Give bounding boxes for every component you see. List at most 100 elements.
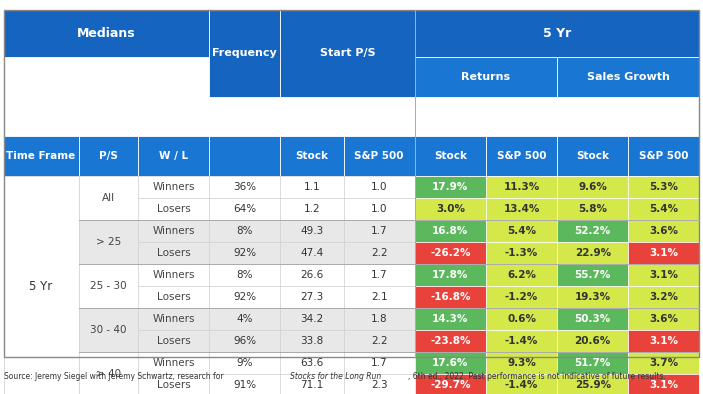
Text: Start P/S: Start P/S xyxy=(320,48,375,58)
Bar xyxy=(4,136,79,176)
Text: -1.3%: -1.3% xyxy=(505,248,538,258)
Bar xyxy=(280,374,344,394)
Text: 3.1%: 3.1% xyxy=(650,336,678,346)
Bar xyxy=(209,10,280,97)
Text: Losers: Losers xyxy=(157,292,191,302)
Bar xyxy=(280,352,344,374)
Bar xyxy=(344,286,415,309)
Bar xyxy=(344,176,415,198)
Bar xyxy=(138,352,209,374)
Bar xyxy=(486,352,557,374)
Bar xyxy=(4,10,209,57)
Bar xyxy=(344,352,415,374)
Text: 26.6: 26.6 xyxy=(300,270,323,281)
Bar xyxy=(344,198,415,220)
Text: Stocks for the Long Run: Stocks for the Long Run xyxy=(290,372,382,381)
Bar xyxy=(344,242,415,264)
Bar xyxy=(344,374,415,394)
Text: -1.2%: -1.2% xyxy=(505,292,538,302)
Text: 1.7: 1.7 xyxy=(371,359,387,368)
Bar xyxy=(344,136,415,176)
Bar xyxy=(138,286,209,309)
Bar xyxy=(209,176,280,198)
Bar xyxy=(415,331,486,352)
Bar xyxy=(557,331,628,352)
Bar xyxy=(280,220,344,242)
Text: 17.8%: 17.8% xyxy=(432,270,468,281)
Bar xyxy=(138,198,209,220)
Text: 64%: 64% xyxy=(233,204,257,214)
Bar xyxy=(4,176,79,394)
Bar xyxy=(209,352,280,374)
Bar xyxy=(138,264,209,286)
Bar xyxy=(4,10,699,357)
Text: 6.2%: 6.2% xyxy=(507,270,536,281)
Text: Source: Jeremy Siegel with Jeremy Schwartz, research for: Source: Jeremy Siegel with Jeremy Schwar… xyxy=(4,372,226,381)
Text: 71.1: 71.1 xyxy=(300,381,323,390)
Bar xyxy=(280,198,344,220)
Text: 3.6%: 3.6% xyxy=(650,314,678,324)
Text: 8%: 8% xyxy=(236,270,253,281)
Text: Frequency: Frequency xyxy=(212,48,277,58)
Text: -29.7%: -29.7% xyxy=(430,381,470,390)
Bar xyxy=(280,10,415,97)
Bar xyxy=(486,286,557,309)
Text: 1.0: 1.0 xyxy=(371,204,387,214)
Text: Losers: Losers xyxy=(157,204,191,214)
Text: -23.8%: -23.8% xyxy=(430,336,470,346)
Text: S&P 500: S&P 500 xyxy=(497,151,546,161)
Text: Winners: Winners xyxy=(153,226,195,236)
Text: 2.2: 2.2 xyxy=(371,336,387,346)
Bar xyxy=(79,309,138,352)
Text: 5.4%: 5.4% xyxy=(650,204,678,214)
Text: Losers: Losers xyxy=(157,381,191,390)
Bar xyxy=(280,309,344,331)
Bar xyxy=(79,264,138,309)
Bar xyxy=(138,309,209,331)
Bar xyxy=(138,331,209,352)
Bar xyxy=(280,242,344,264)
Text: 36%: 36% xyxy=(233,182,257,192)
Bar xyxy=(138,220,209,242)
Text: Losers: Losers xyxy=(157,248,191,258)
Bar xyxy=(557,136,628,176)
Bar xyxy=(209,220,280,242)
Bar xyxy=(486,374,557,394)
Bar xyxy=(209,136,280,176)
Text: Stock: Stock xyxy=(434,151,467,161)
Text: , 6th ed., 2022. Past performance is not indicative of future results.: , 6th ed., 2022. Past performance is not… xyxy=(408,372,666,381)
Text: > 40: > 40 xyxy=(96,370,121,379)
Text: 63.6: 63.6 xyxy=(300,359,323,368)
Bar xyxy=(138,242,209,264)
Text: 3.1%: 3.1% xyxy=(650,270,678,281)
Text: -16.8%: -16.8% xyxy=(430,292,470,302)
Bar xyxy=(79,136,138,176)
Bar xyxy=(557,352,628,374)
Text: 4%: 4% xyxy=(236,314,253,324)
Text: 9.6%: 9.6% xyxy=(579,182,607,192)
Bar xyxy=(280,136,344,176)
Text: 27.3: 27.3 xyxy=(300,292,323,302)
Text: 8%: 8% xyxy=(236,226,253,236)
Bar xyxy=(486,331,557,352)
Text: 19.3%: 19.3% xyxy=(574,292,611,302)
Bar xyxy=(415,220,486,242)
Bar xyxy=(557,264,628,286)
Bar xyxy=(415,352,486,374)
Bar xyxy=(628,309,699,331)
Text: 92%: 92% xyxy=(233,292,257,302)
Bar xyxy=(209,242,280,264)
Bar xyxy=(415,136,486,176)
Bar xyxy=(138,136,209,176)
Bar xyxy=(486,176,557,198)
Bar xyxy=(628,286,699,309)
Bar xyxy=(209,374,280,394)
Text: Winners: Winners xyxy=(153,270,195,281)
Text: 1.8: 1.8 xyxy=(371,314,387,324)
Text: 5.3%: 5.3% xyxy=(650,182,678,192)
Text: 1.7: 1.7 xyxy=(371,270,387,281)
Text: 34.2: 34.2 xyxy=(300,314,323,324)
Text: Winners: Winners xyxy=(153,359,195,368)
Bar xyxy=(209,264,280,286)
Bar xyxy=(344,220,415,242)
